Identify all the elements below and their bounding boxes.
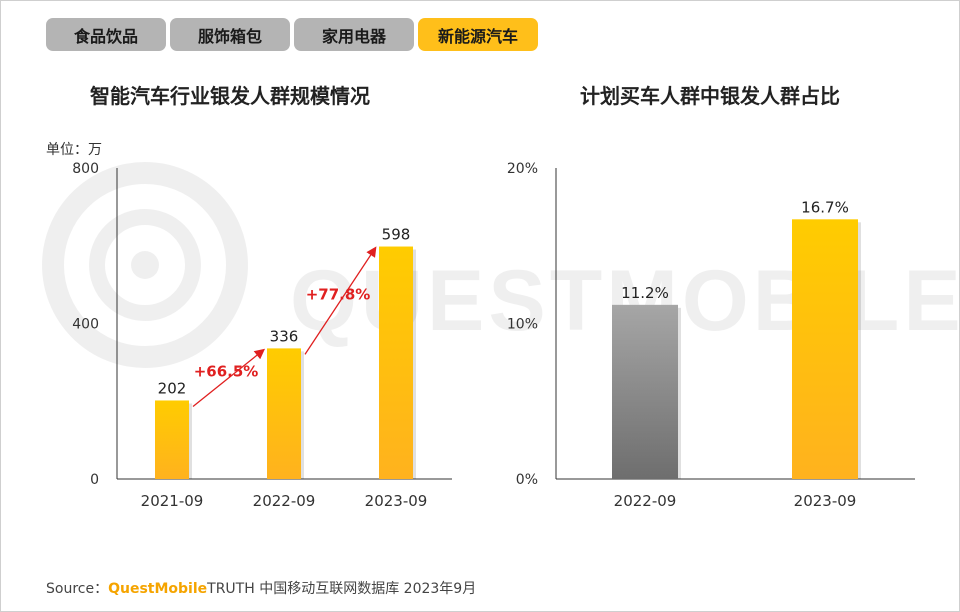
bar: [792, 219, 858, 479]
bar-value-label: 202: [158, 379, 187, 397]
x-tick-label: 2022-09: [614, 492, 677, 510]
source-note: Source：QuestMobileTRUTH 中国移动互联网数据库 2023年…: [46, 578, 476, 598]
left-chart-title: 智能汽车行业银发人群规模情况: [90, 84, 370, 108]
growth-label: +66.5%: [194, 362, 259, 380]
source-text: TRUTH 中国移动互联网数据库 2023年9月: [207, 581, 477, 597]
tab-home-appliances[interactable]: 家用电器: [294, 18, 414, 51]
tab-apparel-bags[interactable]: 服饰箱包: [170, 18, 290, 51]
y-tick-label: 0: [90, 472, 99, 488]
y-tick-label: 800: [72, 161, 99, 177]
x-tick-label: 2023-09: [794, 492, 857, 510]
source-brand: QuestMobile: [108, 581, 208, 597]
bar-value-label: 336: [270, 327, 299, 345]
y-tick-label: 20%: [507, 161, 538, 177]
unit-label: 单位：万: [46, 142, 102, 158]
growth-arrow: [304, 246, 377, 355]
right-chart-title: 计划买车人群中银发人群占比: [580, 84, 840, 108]
bar-value-label: 11.2%: [621, 284, 669, 302]
category-tabs: 食品饮品 服饰箱包 家用电器 新能源汽车: [46, 18, 538, 51]
x-tick-label: 2022-09: [253, 492, 316, 510]
bar: [612, 304, 678, 479]
bar-value-label: 16.7%: [801, 198, 849, 216]
y-tick-label: 400: [72, 317, 99, 333]
tab-new-energy-vehicles[interactable]: 新能源汽车: [418, 18, 538, 51]
source-prefix: Source：: [46, 581, 109, 597]
right-bar-chart: 0% 10% 20% 11.2% 2022-09 16.7% 2023-09: [507, 161, 915, 510]
left-bar-chart: 0 400 800 202 2021-09 336 2022-09 598 2023-09 +66…: [72, 161, 452, 510]
tab-food-drink[interactable]: 食品饮品: [46, 18, 166, 51]
y-tick-label: 10%: [507, 317, 538, 333]
x-tick-label: 2023-09: [365, 492, 428, 510]
bar: [267, 348, 301, 479]
growth-label: +77.8%: [306, 285, 371, 303]
x-tick-label: 2021-09: [141, 492, 204, 510]
bar: [379, 246, 413, 479]
bar-value-label: 598: [382, 226, 411, 244]
bar: [155, 400, 189, 479]
growth-arrow: [192, 348, 266, 407]
y-tick-label: 0%: [516, 472, 538, 488]
